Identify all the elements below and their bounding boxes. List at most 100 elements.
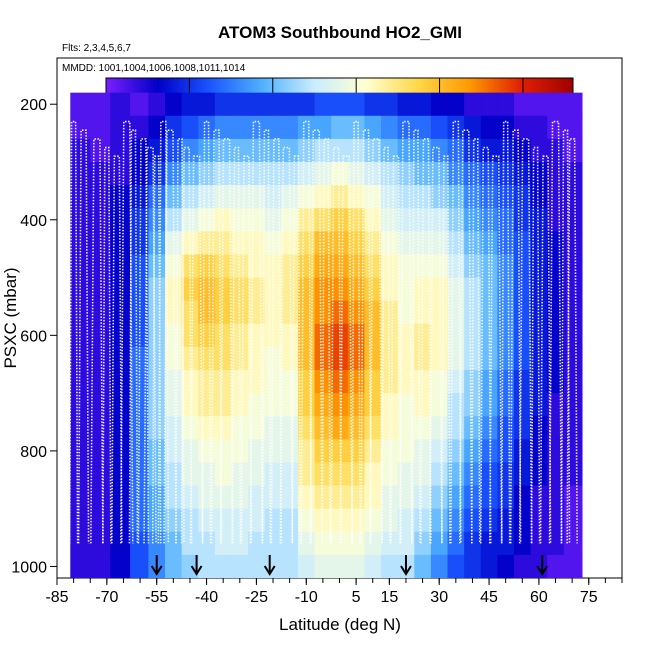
x-axis-tick-label: -70 [95,589,118,606]
heatmap-cell [198,231,216,255]
heatmap-cell [397,485,415,510]
heatmap-cell [281,346,299,371]
heatmap-cell [563,439,583,463]
heatmap-cell [331,485,349,510]
heatmap-cell [547,508,565,533]
heatmap-cell [347,92,365,117]
flight-profile-line [240,155,253,544]
heatmap-cell [198,254,216,278]
heatmap-cell [464,115,482,140]
heatmap-cell [264,115,282,140]
heatmap-cell [513,416,532,440]
heatmap-cell [397,162,415,186]
flight-profile-line [420,138,432,544]
heatmap-cell [314,277,332,302]
heatmap-cell [198,346,216,371]
flight-profile-line [411,129,421,544]
heatmap-cell [248,508,266,533]
heatmap-cell [547,462,565,486]
heatmap-cell [331,554,349,578]
heatmap-cell [397,208,415,232]
heatmap-cell [563,208,583,232]
heatmap-cell [331,208,349,232]
heatmap-cell [547,115,565,140]
heatmap-cell [214,439,232,463]
heatmap-cell [347,323,365,348]
heatmap-cell [90,92,111,117]
heatmap-cell [497,508,515,533]
heatmap-cell [563,115,583,140]
location-marker-head [536,565,549,576]
heatmap-cell [248,462,266,486]
heatmap-cell [148,485,166,510]
heatmap-cell [480,485,498,510]
heatmap-cell [70,300,91,325]
heatmap-cell [248,231,266,255]
heatmap-cell [70,277,91,302]
heatmap-cell [70,462,91,486]
heatmap-cell [447,138,465,163]
heatmap-cell [530,531,548,556]
heatmap-cell [130,370,149,394]
heatmap-cell [480,92,498,117]
heatmap-cell [563,346,583,371]
heatmap-cell [198,531,216,556]
heatmap-cell [231,554,249,578]
heatmap-cell [364,92,382,117]
flight-profile-line [399,120,413,544]
heatmap-cell [165,485,183,510]
heatmap-cell [513,254,532,278]
dates-note: MMDD: 1001,1004,1006,1008,1011,1014 [62,63,246,74]
x-axis-tick-label: 60 [530,589,548,606]
heatmap-cell [314,531,332,556]
heatmap-cell [364,508,382,533]
heatmap-cell [70,115,91,140]
heatmap-cell [464,300,482,325]
x-axis-tick-label: 30 [430,589,448,606]
heatmap-cell [513,115,532,140]
heatmap-cell [181,346,199,371]
heatmap-cell [181,485,199,510]
heatmap-cell [364,346,382,371]
heatmap-cell [347,138,365,163]
x-axis-tick-label: -55 [145,589,168,606]
heatmap-cell [480,439,498,463]
flight-profile-line [339,155,353,544]
heatmap-cell [148,393,166,417]
location-marker-head [263,565,276,576]
heatmap-cell [198,370,216,394]
heatmap-cell [90,300,111,325]
flight-profile-line [270,138,283,544]
heatmap-cell [381,508,399,533]
heatmap-cell [90,554,111,578]
heatmap-cell [297,138,315,163]
heatmap-cell [130,185,149,209]
heatmap-cell [447,531,465,556]
heatmap-cell [414,208,432,232]
heatmap-cell [347,185,365,209]
heatmap-cell [181,115,199,140]
heatmap-cell [130,208,149,232]
heatmap-cell [130,138,149,163]
heatmap-cell [563,231,583,255]
heatmap-cell [70,346,91,371]
heatmap-cell [148,346,166,371]
heatmap-cell [480,277,498,302]
heatmap-cell [314,508,332,533]
heatmap-cell [430,393,448,417]
heatmap-cell [110,370,131,394]
heatmap-cell [347,231,365,255]
heatmap-cell [70,393,91,417]
heatmap-cell [530,323,548,348]
heatmap-cell [497,185,515,209]
heatmap-cell [513,370,532,394]
heatmap-cell [70,508,91,533]
heatmap-cell [447,115,465,140]
flight-profile-line [249,120,264,544]
heatmap-cell [331,92,349,117]
heatmap-cell [110,531,131,556]
heatmap-cell [181,462,199,486]
heatmap-cell [414,554,432,578]
heatmap-cell [297,393,315,417]
heatmap-cell [480,346,498,371]
